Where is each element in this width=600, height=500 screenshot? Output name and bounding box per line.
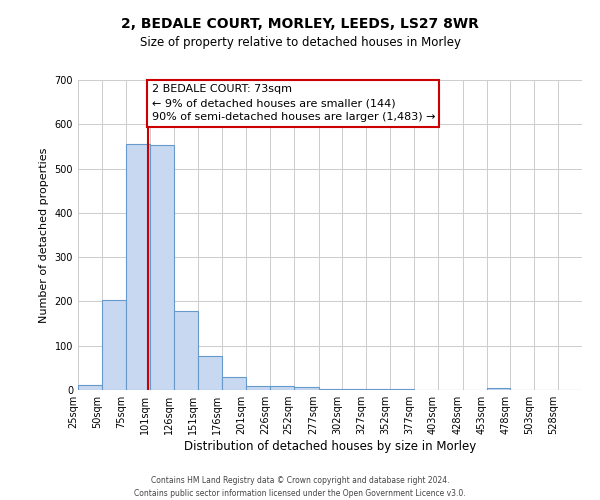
Bar [390,389,414,390]
Bar [343,389,366,390]
Bar [198,356,222,390]
Y-axis label: Number of detached properties: Number of detached properties [39,148,49,322]
Bar [149,144,175,390]
Bar [222,376,246,390]
X-axis label: Distribution of detached houses by size in Morley: Distribution of detached houses by size … [184,440,476,453]
Bar [126,144,149,390]
Bar [175,311,198,390]
Bar [102,300,126,390]
Bar [366,389,390,390]
Bar [294,387,319,390]
Bar [319,388,343,390]
Text: 2, BEDALE COURT, MORLEY, LEEDS, LS27 8WR: 2, BEDALE COURT, MORLEY, LEEDS, LS27 8WR [121,18,479,32]
Bar [78,384,102,390]
Text: 2 BEDALE COURT: 73sqm
← 9% of detached houses are smaller (144)
90% of semi-deta: 2 BEDALE COURT: 73sqm ← 9% of detached h… [151,84,435,122]
Bar [246,386,270,390]
Bar [270,386,294,390]
Text: Size of property relative to detached houses in Morley: Size of property relative to detached ho… [139,36,461,49]
Bar [487,388,511,390]
Text: Contains HM Land Registry data © Crown copyright and database right 2024.
Contai: Contains HM Land Registry data © Crown c… [134,476,466,498]
